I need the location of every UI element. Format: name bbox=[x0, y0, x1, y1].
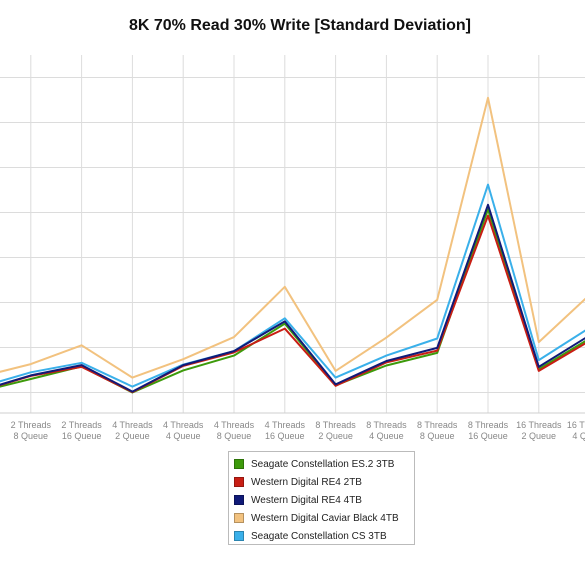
series-line bbox=[0, 96, 585, 379]
legend-swatch bbox=[234, 495, 244, 505]
legend-label: Seagate Constellation ES.2 3TB bbox=[251, 458, 395, 470]
x-tick-label: 16 Threads 2 Queue bbox=[516, 420, 562, 441]
series-line bbox=[0, 214, 585, 394]
legend-swatch bbox=[234, 477, 244, 487]
series-line bbox=[0, 203, 585, 393]
legend-swatch bbox=[234, 459, 244, 469]
x-tick-label: 8 Threads 16 Queue bbox=[468, 420, 509, 441]
legend-label: Western Digital RE4 2TB bbox=[251, 476, 362, 488]
legend-label: Western Digital RE4 4TB bbox=[251, 494, 362, 506]
x-tick-label: 8 Threads 8 Queue bbox=[417, 420, 458, 441]
chart-title: 8K 70% Read 30% Write [Standard Deviatio… bbox=[128, 17, 472, 34]
x-tick-label: 4 Threads 8 Queue bbox=[214, 420, 255, 441]
legend-item: Seagate Constellation ES.2 3TB bbox=[234, 455, 409, 473]
legend-item: Seagate Constellation CS 3TB bbox=[234, 527, 409, 545]
legend-item: Western Digital RE4 2TB bbox=[234, 473, 409, 491]
x-tick-label: 4 Threads 16 Queue bbox=[265, 420, 306, 441]
legend-swatch bbox=[234, 531, 244, 541]
legend-item: Western Digital RE4 4TB bbox=[234, 491, 409, 509]
x-tick-label: 8 Threads 2 Queue bbox=[315, 420, 356, 441]
x-tick-label: 2 Threads 8 Queue bbox=[11, 420, 52, 441]
series-line bbox=[0, 183, 585, 388]
x-tick-label: 4 Threads 2 Queue bbox=[112, 420, 153, 441]
chart-legend: Seagate Constellation ES.2 3TB Western Di… bbox=[228, 451, 415, 545]
x-tick-label: 8 Threads 4 Queue bbox=[366, 420, 407, 441]
legend-label: Western Digital Caviar Black 4TB bbox=[251, 512, 399, 524]
legend-item: Western Digital Caviar Black 4TB bbox=[234, 509, 409, 527]
x-tick-label: 4 Threads 4 Queue bbox=[163, 420, 204, 441]
legend-label: Seagate Constellation CS 3TB bbox=[251, 530, 387, 542]
x-tick-label: 2 Threads 16 Queue bbox=[61, 420, 102, 441]
legend-swatch bbox=[234, 513, 244, 523]
